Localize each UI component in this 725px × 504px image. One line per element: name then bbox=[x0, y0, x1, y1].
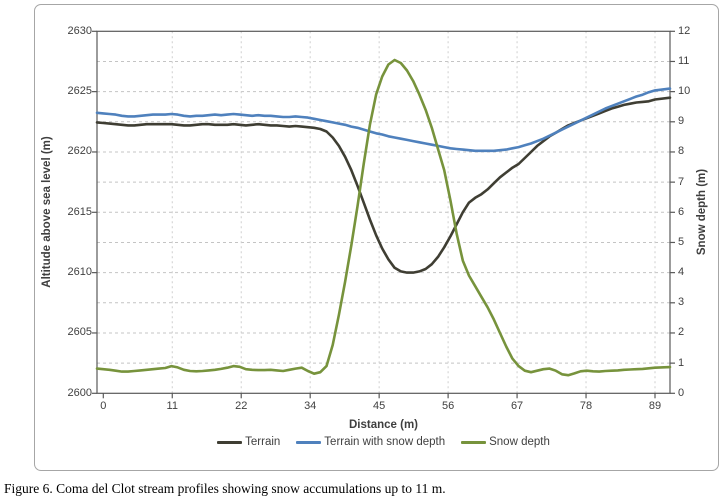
y-left-tick-label: 2605 bbox=[67, 326, 92, 339]
y-right-tick-label: 1 bbox=[678, 356, 685, 369]
legend-label-snow-depth: Snow depth bbox=[489, 436, 550, 448]
y-right-tick-label: 0 bbox=[678, 386, 685, 399]
x-tick-label: 67 bbox=[510, 400, 524, 412]
legend-label-terrain: Terrain bbox=[245, 436, 281, 448]
y-right-tick-label: 8 bbox=[678, 145, 685, 158]
y-left-tick-label: 2620 bbox=[67, 145, 92, 158]
x-tick-label: 56 bbox=[441, 400, 455, 412]
y-right-tick-label: 5 bbox=[678, 235, 685, 248]
y-right-tick-label: 3 bbox=[678, 296, 685, 309]
y-right-tick-label: 6 bbox=[678, 205, 685, 218]
legend-swatch-snow-depth bbox=[461, 440, 487, 444]
y-right-tick-label: 11 bbox=[678, 54, 690, 67]
x-tick-label: 11 bbox=[166, 400, 178, 412]
legend-swatch-terrain-with-snow bbox=[296, 440, 322, 444]
y-right-tick-label: 10 bbox=[678, 85, 691, 98]
y-left-tick-label: 2625 bbox=[67, 85, 92, 98]
y-left-tick-label: 2600 bbox=[67, 386, 92, 399]
y-right-tick-label: 2 bbox=[678, 326, 685, 339]
x-tick-label: 89 bbox=[648, 400, 662, 412]
figure-caption: Figure 6. Coma del Clot stream profiles … bbox=[4, 481, 446, 496]
y-left-tick-label: 2615 bbox=[67, 205, 92, 218]
legend-label-terrain-with-snow: Terrain with snow depth bbox=[324, 436, 446, 448]
legend-swatch-terrain bbox=[217, 440, 243, 444]
x-tick-label: 78 bbox=[579, 400, 593, 412]
x-tick-label: 34 bbox=[304, 400, 317, 412]
legend-item-terrain-with-snow: Terrain with snow depth bbox=[296, 436, 445, 448]
y-left-tick-label: 2610 bbox=[67, 266, 92, 279]
x-axis-title: Distance (m) bbox=[348, 419, 419, 431]
x-tick-label: 45 bbox=[373, 400, 386, 412]
y-right-tick-label: 12 bbox=[678, 24, 691, 37]
y-right-tick-label: 9 bbox=[678, 115, 685, 128]
y-right-tick-label: 4 bbox=[678, 266, 685, 279]
x-tick-label: 22 bbox=[235, 400, 248, 412]
legend: Terrain Terrain with snow depth Snow dep… bbox=[77, 436, 690, 448]
y-right-tick-label: 7 bbox=[678, 175, 685, 188]
plot-svg bbox=[92, 30, 675, 399]
x-tick-label: 0 bbox=[100, 400, 107, 412]
legend-item-terrain: Terrain bbox=[217, 436, 280, 448]
y-left-tick-label: 2630 bbox=[67, 24, 92, 37]
legend-item-snow-depth: Snow depth bbox=[461, 436, 550, 448]
